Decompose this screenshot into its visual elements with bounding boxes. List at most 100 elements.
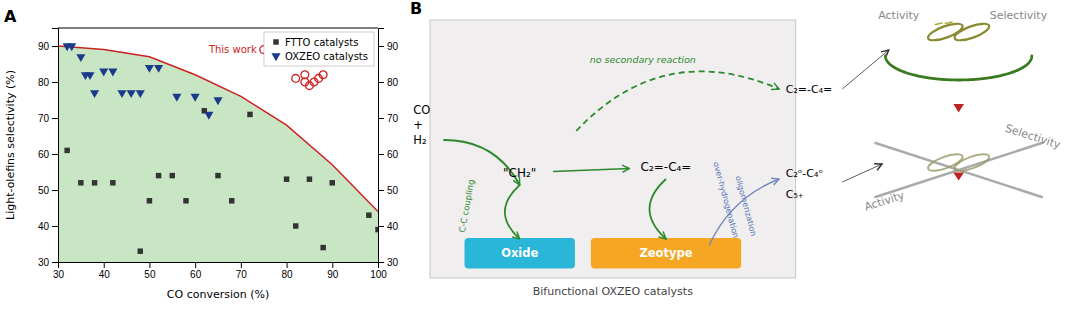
annotation: Oxide: [501, 246, 538, 260]
point: [320, 245, 325, 250]
tick-label: 90: [387, 41, 399, 52]
point: [99, 69, 108, 77]
point: [67, 43, 76, 51]
annotation: C₂=-C₄=: [786, 83, 833, 96]
tick-label: 30: [38, 257, 50, 268]
point: [213, 97, 222, 105]
tick: 50: [38, 185, 58, 196]
tick-mark: [378, 118, 384, 119]
tick-label: 80: [282, 269, 294, 280]
point: [319, 71, 327, 79]
annotation: C₅₊: [786, 188, 804, 201]
axis-line: [59, 263, 379, 269]
arrow: [842, 50, 889, 89]
point: [247, 112, 252, 117]
annotation: Selectivity: [1004, 122, 1063, 152]
tick: 60: [190, 262, 202, 280]
x-axis-title: CO conversion (%): [167, 288, 269, 301]
point: [76, 54, 85, 62]
tick-mark: [195, 262, 196, 268]
tick-label: 40: [387, 221, 399, 232]
tick: 50: [144, 262, 156, 280]
frame-line: [58, 28, 378, 29]
bowl: [885, 56, 1031, 80]
tick-label: 70: [236, 269, 248, 280]
annotation: Activity: [863, 188, 907, 213]
tick-mark: [52, 82, 58, 83]
tick-mark: [52, 226, 58, 227]
tick-label: 50: [144, 269, 156, 280]
panel-a: 3040506070809010030405060708090304050607…: [4, 7, 399, 301]
legend-symbol: [273, 39, 278, 44]
annotation: This work: [208, 44, 257, 55]
tick-label: 60: [387, 149, 399, 160]
legend: FTTO catalysts OXZEO catalysts: [264, 32, 374, 66]
point: [366, 212, 371, 217]
point: [330, 180, 335, 185]
tick-label: 60: [38, 149, 50, 160]
legend-label: OXZEO catalysts: [285, 51, 368, 62]
tick-mark: [52, 190, 58, 191]
point: [191, 94, 200, 102]
annotation: oligomerization: [733, 175, 758, 237]
tick-label: 80: [387, 77, 399, 88]
tick-label: 30: [53, 269, 65, 280]
y-axis: 30 40 50 60 70 80 90: [38, 29, 59, 268]
point-series: [63, 43, 223, 119]
point: [108, 69, 117, 77]
tick-label: 100: [370, 269, 387, 280]
annotation: C₂=-C₄=: [641, 160, 692, 174]
tick-mark: [378, 226, 384, 227]
point: [292, 74, 300, 82]
arrow: [576, 71, 779, 131]
tick: 40: [99, 262, 111, 280]
ring-dash: [935, 23, 942, 25]
point: [154, 65, 163, 73]
fulcrum: [953, 172, 964, 180]
tick-label: 60: [190, 269, 202, 280]
zeotype-box: [591, 238, 741, 268]
tick-label: 90: [327, 269, 339, 280]
tick-label: 50: [387, 185, 399, 196]
arrow: [505, 185, 520, 239]
tick: 70: [38, 113, 58, 124]
tick: 80: [282, 262, 294, 280]
annotation: CO+H₂: [413, 103, 430, 147]
tick-label: 70: [387, 113, 399, 124]
annotation: C₂ᵒ-C₄ᵒ: [786, 167, 823, 180]
tick-mark: [52, 262, 58, 263]
tick: 80: [38, 77, 58, 88]
annotation: "CH₂": [503, 166, 536, 180]
legend-entry: FTTO catalysts: [273, 37, 358, 48]
tick-mark: [104, 262, 105, 268]
annotation: no secondary reaction: [590, 54, 696, 65]
plot-area: [58, 43, 378, 262]
tick: 50: [378, 185, 399, 196]
tick: 90: [38, 41, 58, 52]
point: [145, 65, 154, 73]
tick: 40: [378, 221, 399, 232]
annotation: over-hydrogenation: [711, 161, 740, 239]
tick: 60: [38, 149, 58, 160]
point: [375, 227, 378, 232]
annotation: Zeotype: [639, 246, 692, 260]
oxide-box: [465, 238, 575, 268]
tick: 70: [378, 113, 399, 124]
tick-label: 70: [38, 113, 50, 124]
axis-line: [379, 29, 385, 263]
point: [110, 180, 115, 185]
chain-ring: [953, 151, 991, 174]
point: [307, 176, 312, 181]
tick-mark: [149, 262, 150, 268]
tick: 90: [378, 41, 399, 52]
annotation: Activity: [878, 9, 920, 22]
point: [215, 173, 220, 178]
axis-line: [52, 29, 59, 263]
tick-label: 40: [38, 221, 50, 232]
legend-entry: OXZEO catalysts: [271, 51, 368, 62]
point: [127, 90, 136, 98]
tick: 90: [327, 262, 339, 280]
fulcrum: [953, 104, 964, 112]
tick: 80: [378, 77, 399, 88]
tick-label: 80: [38, 77, 50, 88]
